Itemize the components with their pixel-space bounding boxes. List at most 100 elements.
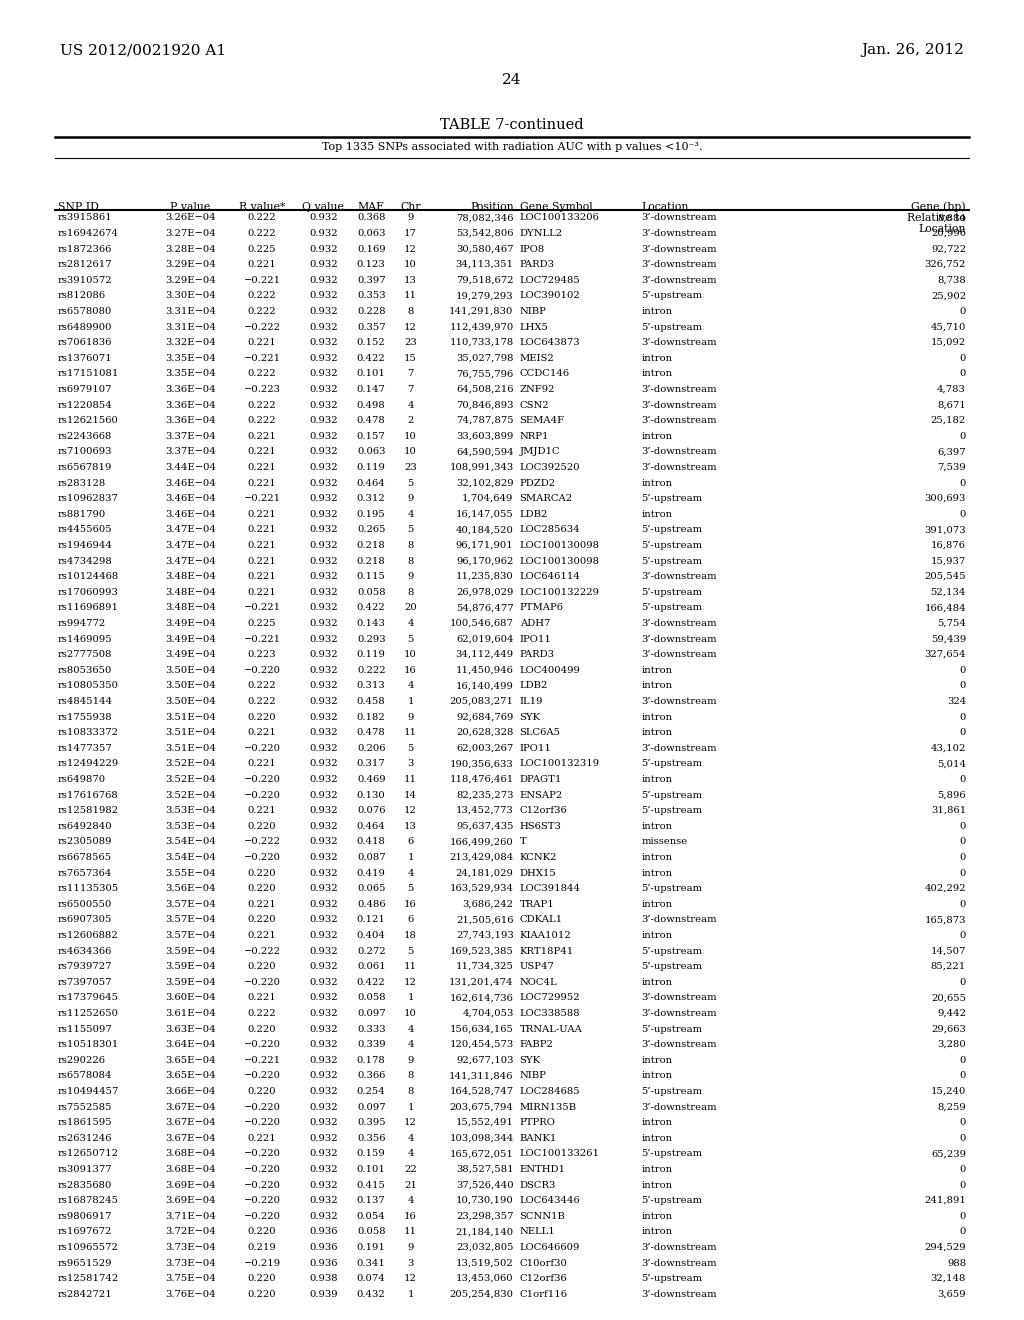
Text: 0.356: 0.356 [357,1134,385,1143]
Text: NOC4L: NOC4L [519,978,557,986]
Text: 0.119: 0.119 [356,463,386,471]
Text: 74,787,875: 74,787,875 [456,416,514,425]
Text: 0.932: 0.932 [309,1056,338,1065]
Text: 3.50E−04: 3.50E−04 [165,665,216,675]
Text: PARD3: PARD3 [519,649,555,659]
Text: PARD3: PARD3 [519,260,555,269]
Text: intron: intron [641,306,673,315]
Text: 0.223: 0.223 [248,649,276,659]
Text: 0.932: 0.932 [309,1150,338,1159]
Text: 0.432: 0.432 [357,1290,386,1299]
Text: DSCR3: DSCR3 [519,1180,556,1189]
Text: 0.195: 0.195 [357,510,386,519]
Text: 103,098,344: 103,098,344 [450,1134,514,1143]
Text: 7: 7 [408,385,414,393]
Text: 0.939: 0.939 [309,1290,338,1299]
Text: −0.220: −0.220 [244,775,281,784]
Text: rs1755938: rs1755938 [58,713,113,722]
Text: 6: 6 [408,837,414,846]
Text: 16: 16 [404,1212,417,1221]
Text: rs1220854: rs1220854 [58,400,113,409]
Text: 0.932: 0.932 [309,807,338,814]
Text: rs1155097: rs1155097 [58,1024,113,1034]
Text: 3.64E−04: 3.64E−04 [165,1040,216,1049]
Text: 0.932: 0.932 [309,322,338,331]
Text: 0.486: 0.486 [357,900,386,908]
Text: 0.178: 0.178 [357,1056,386,1065]
Text: LOC643873: LOC643873 [519,338,581,347]
Text: 33,603,899: 33,603,899 [457,432,514,441]
Text: 0.058: 0.058 [357,993,386,1002]
Text: 0.932: 0.932 [309,681,338,690]
Text: 11: 11 [404,962,417,972]
Text: intron: intron [641,978,673,986]
Text: 18: 18 [404,931,417,940]
Text: 10: 10 [404,432,417,441]
Text: SYK: SYK [519,1056,541,1065]
Text: rs6578080: rs6578080 [58,306,113,315]
Text: 3.47E−04: 3.47E−04 [165,541,216,550]
Text: 0.341: 0.341 [356,1258,386,1267]
Text: intron: intron [641,681,673,690]
Text: Relative to: Relative to [907,213,966,223]
Text: 3’-downstream: 3’-downstream [641,1040,717,1049]
Text: DYNLL2: DYNLL2 [519,228,563,238]
Text: 0.932: 0.932 [309,946,338,956]
Text: LOC100130098: LOC100130098 [519,557,600,565]
Text: 3.49E−04: 3.49E−04 [165,635,216,644]
Text: 203,675,794: 203,675,794 [450,1102,514,1111]
Text: 5’-upstream: 5’-upstream [641,1150,702,1159]
Text: 3.46E−04: 3.46E−04 [165,479,216,487]
Text: 11: 11 [404,729,417,737]
Text: 3.67E−04: 3.67E−04 [165,1102,216,1111]
Text: rs1697672: rs1697672 [58,1228,113,1237]
Text: 76,755,796: 76,755,796 [457,370,514,379]
Text: 0: 0 [959,821,966,830]
Text: 25,182: 25,182 [931,416,966,425]
Text: SNP ID: SNP ID [58,202,99,213]
Text: 0.221: 0.221 [248,1134,276,1143]
Text: rs12494229: rs12494229 [58,759,119,768]
Text: 0.478: 0.478 [357,729,386,737]
Text: 62,019,604: 62,019,604 [456,635,514,644]
Text: 0: 0 [959,432,966,441]
Text: 11,235,830: 11,235,830 [456,572,514,581]
Text: 5’-upstream: 5’-upstream [641,1024,702,1034]
Text: 0.932: 0.932 [309,510,338,519]
Text: Chr: Chr [400,202,421,213]
Text: 3.54E−04: 3.54E−04 [165,853,216,862]
Text: USP47: USP47 [519,962,554,972]
Text: 19,279,293: 19,279,293 [456,292,514,300]
Text: 3’-downstream: 3’-downstream [641,993,717,1002]
Text: 0.932: 0.932 [309,635,338,644]
Text: intron: intron [641,370,673,379]
Text: 3’-downstream: 3’-downstream [641,463,717,471]
Text: 0: 0 [959,1212,966,1221]
Text: 3’-downstream: 3’-downstream [641,1243,717,1251]
Text: 3.50E−04: 3.50E−04 [165,697,216,706]
Text: 3’-downstream: 3’-downstream [641,338,717,347]
Text: 0.932: 0.932 [309,292,338,300]
Text: rs7397057: rs7397057 [58,978,113,986]
Text: 5,754: 5,754 [937,619,966,628]
Text: 300,693: 300,693 [925,494,966,503]
Text: 4: 4 [408,400,414,409]
Text: 64,590,594: 64,590,594 [456,447,514,457]
Text: rs7657364: rs7657364 [58,869,113,878]
Text: 3.47E−04: 3.47E−04 [165,525,216,535]
Text: 95,637,435: 95,637,435 [456,821,514,830]
Text: 43,102: 43,102 [931,743,966,752]
Text: 0.097: 0.097 [357,1008,386,1018]
Text: 5’-upstream: 5’-upstream [641,557,702,565]
Text: 0.932: 0.932 [309,306,338,315]
Text: 0.932: 0.932 [309,1212,338,1221]
Text: 0.932: 0.932 [309,557,338,565]
Text: rs12606882: rs12606882 [58,931,119,940]
Text: 1: 1 [408,1290,414,1299]
Text: IPO11: IPO11 [519,743,552,752]
Text: 23: 23 [404,463,417,471]
Text: intron: intron [641,354,673,363]
Text: 5,896: 5,896 [937,791,966,800]
Text: 0.932: 0.932 [309,276,338,285]
Text: 96,171,901: 96,171,901 [456,541,514,550]
